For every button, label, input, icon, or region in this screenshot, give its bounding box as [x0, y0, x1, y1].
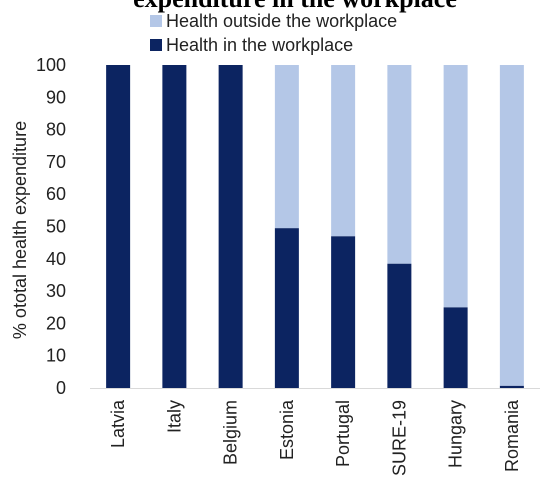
x-axis-labels: Latvia Italy Belgium Estonia Portugal SURE-19…	[108, 399, 522, 476]
bar-segment	[162, 65, 187, 388]
y-tick-label: 100	[36, 55, 66, 75]
x-category-label: Latvia	[108, 399, 128, 448]
bar-segment	[387, 65, 412, 264]
bar-segment	[387, 263, 412, 388]
y-axis-ticks: 0 10 20 30 40 50 60 70 80 90 100	[36, 55, 66, 398]
bar-segment	[274, 228, 299, 388]
y-tick-label: 80	[46, 120, 66, 140]
bars	[106, 65, 524, 388]
x-category-label: Estonia	[277, 399, 297, 460]
x-category-label: Portugal	[333, 400, 353, 467]
legend-swatch	[150, 39, 162, 51]
y-tick-label: 0	[56, 378, 66, 398]
bar-segment	[499, 385, 524, 388]
y-tick-label: 10	[46, 346, 66, 366]
y-tick-label: 70	[46, 152, 66, 172]
x-category-label: Romania	[502, 399, 522, 472]
bar-segment	[443, 307, 468, 388]
legend-label: Health in the workplace	[166, 35, 353, 55]
bar-segment	[218, 65, 243, 388]
legend: Health outside the workplace Health in th…	[150, 11, 397, 55]
y-axis-label: % ototal health expenditure	[10, 121, 30, 339]
y-tick-label: 40	[46, 249, 66, 269]
y-tick-label: 20	[46, 313, 66, 333]
x-category-label: Italy	[164, 400, 184, 433]
x-category-label: Hungary	[446, 400, 466, 468]
x-category-label: Belgium	[221, 400, 241, 465]
y-tick-label: 60	[46, 184, 66, 204]
y-tick-label: 90	[46, 87, 66, 107]
y-tick-label: 30	[46, 281, 66, 301]
bar-segment	[443, 65, 468, 308]
chart-title: expenditure in the workplace	[133, 0, 457, 13]
legend-swatch	[150, 15, 162, 27]
bar-segment	[274, 65, 299, 229]
legend-label: Health outside the workplace	[166, 11, 397, 31]
bar-segment	[499, 65, 524, 386]
bar-segment	[331, 236, 356, 388]
x-category-label: SURE-19	[389, 400, 409, 476]
bar-segment	[106, 65, 131, 388]
bar-segment	[331, 65, 356, 237]
y-tick-label: 50	[46, 217, 66, 237]
